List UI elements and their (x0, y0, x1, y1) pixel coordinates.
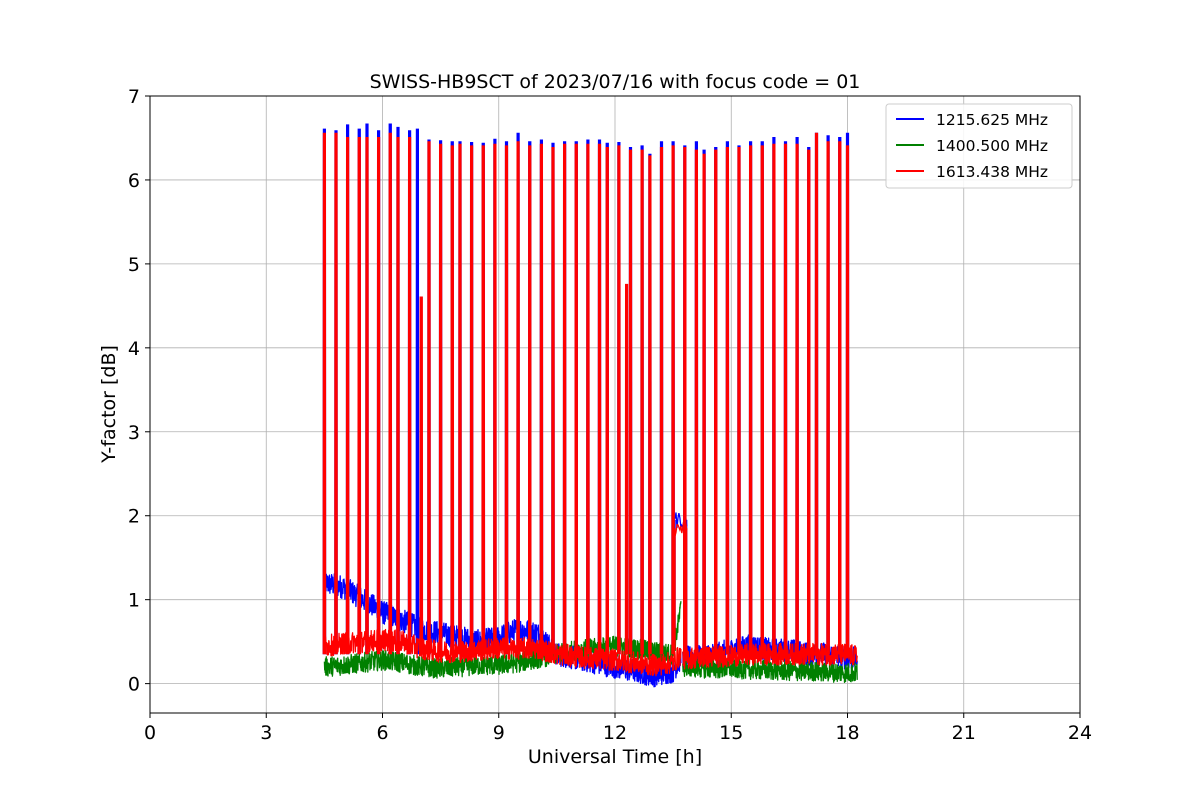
series-trace (324, 628, 682, 677)
series-peak (516, 141, 520, 655)
x-tick-label: 6 (376, 722, 388, 744)
series-peak (838, 141, 842, 655)
chart-title: SWISS-HB9SCT of 2023/07/16 with focus co… (370, 71, 861, 93)
series-peak (562, 143, 567, 655)
series-peak (574, 143, 578, 655)
x-tick-label: 24 (1068, 722, 1092, 744)
y-tick-label: 1 (128, 590, 140, 612)
series-peak (539, 143, 544, 655)
series-peak (357, 137, 362, 655)
series-peak (427, 141, 431, 655)
series-peak (396, 137, 400, 655)
series-peak (504, 145, 509, 655)
x-tick-label: 21 (952, 722, 976, 744)
series-peak (419, 296, 424, 655)
series-peak (795, 143, 799, 655)
series-peak (748, 145, 753, 655)
legend-entry-label: 1613.438 MHz (936, 163, 1048, 181)
series-peak (345, 137, 350, 655)
series-peak (624, 283, 629, 655)
x-tick-label: 15 (719, 722, 743, 744)
series-peak (605, 147, 609, 655)
series-peak (388, 132, 393, 655)
series-peak (659, 147, 664, 655)
series-layer (322, 123, 858, 688)
y-tick-label: 7 (128, 86, 140, 108)
series-peak (814, 132, 819, 655)
series-peak (702, 153, 706, 655)
series-peak (481, 145, 486, 655)
y-axis: 0 1 2 3 4 5 6 7 (128, 86, 150, 696)
x-axis: 0 3 6 9 12 15 18 21 24 (144, 713, 1092, 744)
grid (149, 95, 1081, 713)
series-peak (714, 149, 718, 655)
series-peak (322, 132, 327, 655)
series-peak (725, 147, 730, 655)
y-tick-label: 2 (128, 506, 140, 528)
series-peak (648, 155, 652, 655)
y-tick-label: 0 (128, 674, 140, 696)
series-peak (628, 149, 633, 655)
legend-box (885, 103, 1073, 189)
y-tick-label: 4 (128, 338, 140, 360)
series-peak (597, 143, 602, 655)
y-tick-label: 5 (128, 254, 140, 276)
series-peak (640, 149, 644, 655)
series-peak (450, 145, 455, 655)
y-axis-label: Y-factor [dB] (98, 345, 120, 464)
series-peak (694, 149, 699, 655)
series-peak (807, 149, 811, 655)
series-1215-625-mhz (322, 123, 858, 688)
series-peak (528, 145, 532, 655)
series-peak (493, 143, 497, 655)
series-peak (760, 145, 764, 655)
x-tick-label: 18 (835, 722, 859, 744)
series-peak (845, 145, 850, 655)
series-peak (458, 143, 462, 655)
x-tick-label: 9 (493, 722, 505, 744)
x-axis-label: Universal Time [h] (528, 746, 702, 768)
series-peak (407, 137, 412, 655)
x-tick-label: 3 (260, 722, 272, 744)
legend-entry-label: 1215.625 MHz (936, 111, 1048, 129)
series-peak (617, 145, 621, 655)
y-tick-label: 3 (128, 422, 140, 444)
series-peak (551, 147, 555, 655)
series-1613-438-mhz (322, 132, 858, 677)
series-peak (469, 145, 474, 655)
x-tick-label: 12 (603, 722, 627, 744)
legend: 1215.625 MHz 1400.500 MHz 1613.438 MHz (885, 103, 1073, 189)
series-peak (334, 132, 338, 655)
series-peak (772, 143, 776, 655)
y-tick-label: 6 (128, 170, 140, 192)
series-peak (438, 143, 443, 655)
series-peak (683, 147, 687, 655)
series-peak (415, 128, 420, 655)
series-peak (586, 143, 590, 655)
legend-entry-label: 1400.500 MHz (936, 137, 1048, 155)
series-peak (365, 137, 369, 655)
x-tick-label: 0 (144, 722, 156, 744)
series-peak (376, 137, 381, 655)
series-trace (323, 601, 682, 679)
series-peak (737, 147, 741, 655)
series-peak (826, 141, 830, 655)
series-peak (671, 145, 675, 655)
series-peak (783, 143, 788, 655)
